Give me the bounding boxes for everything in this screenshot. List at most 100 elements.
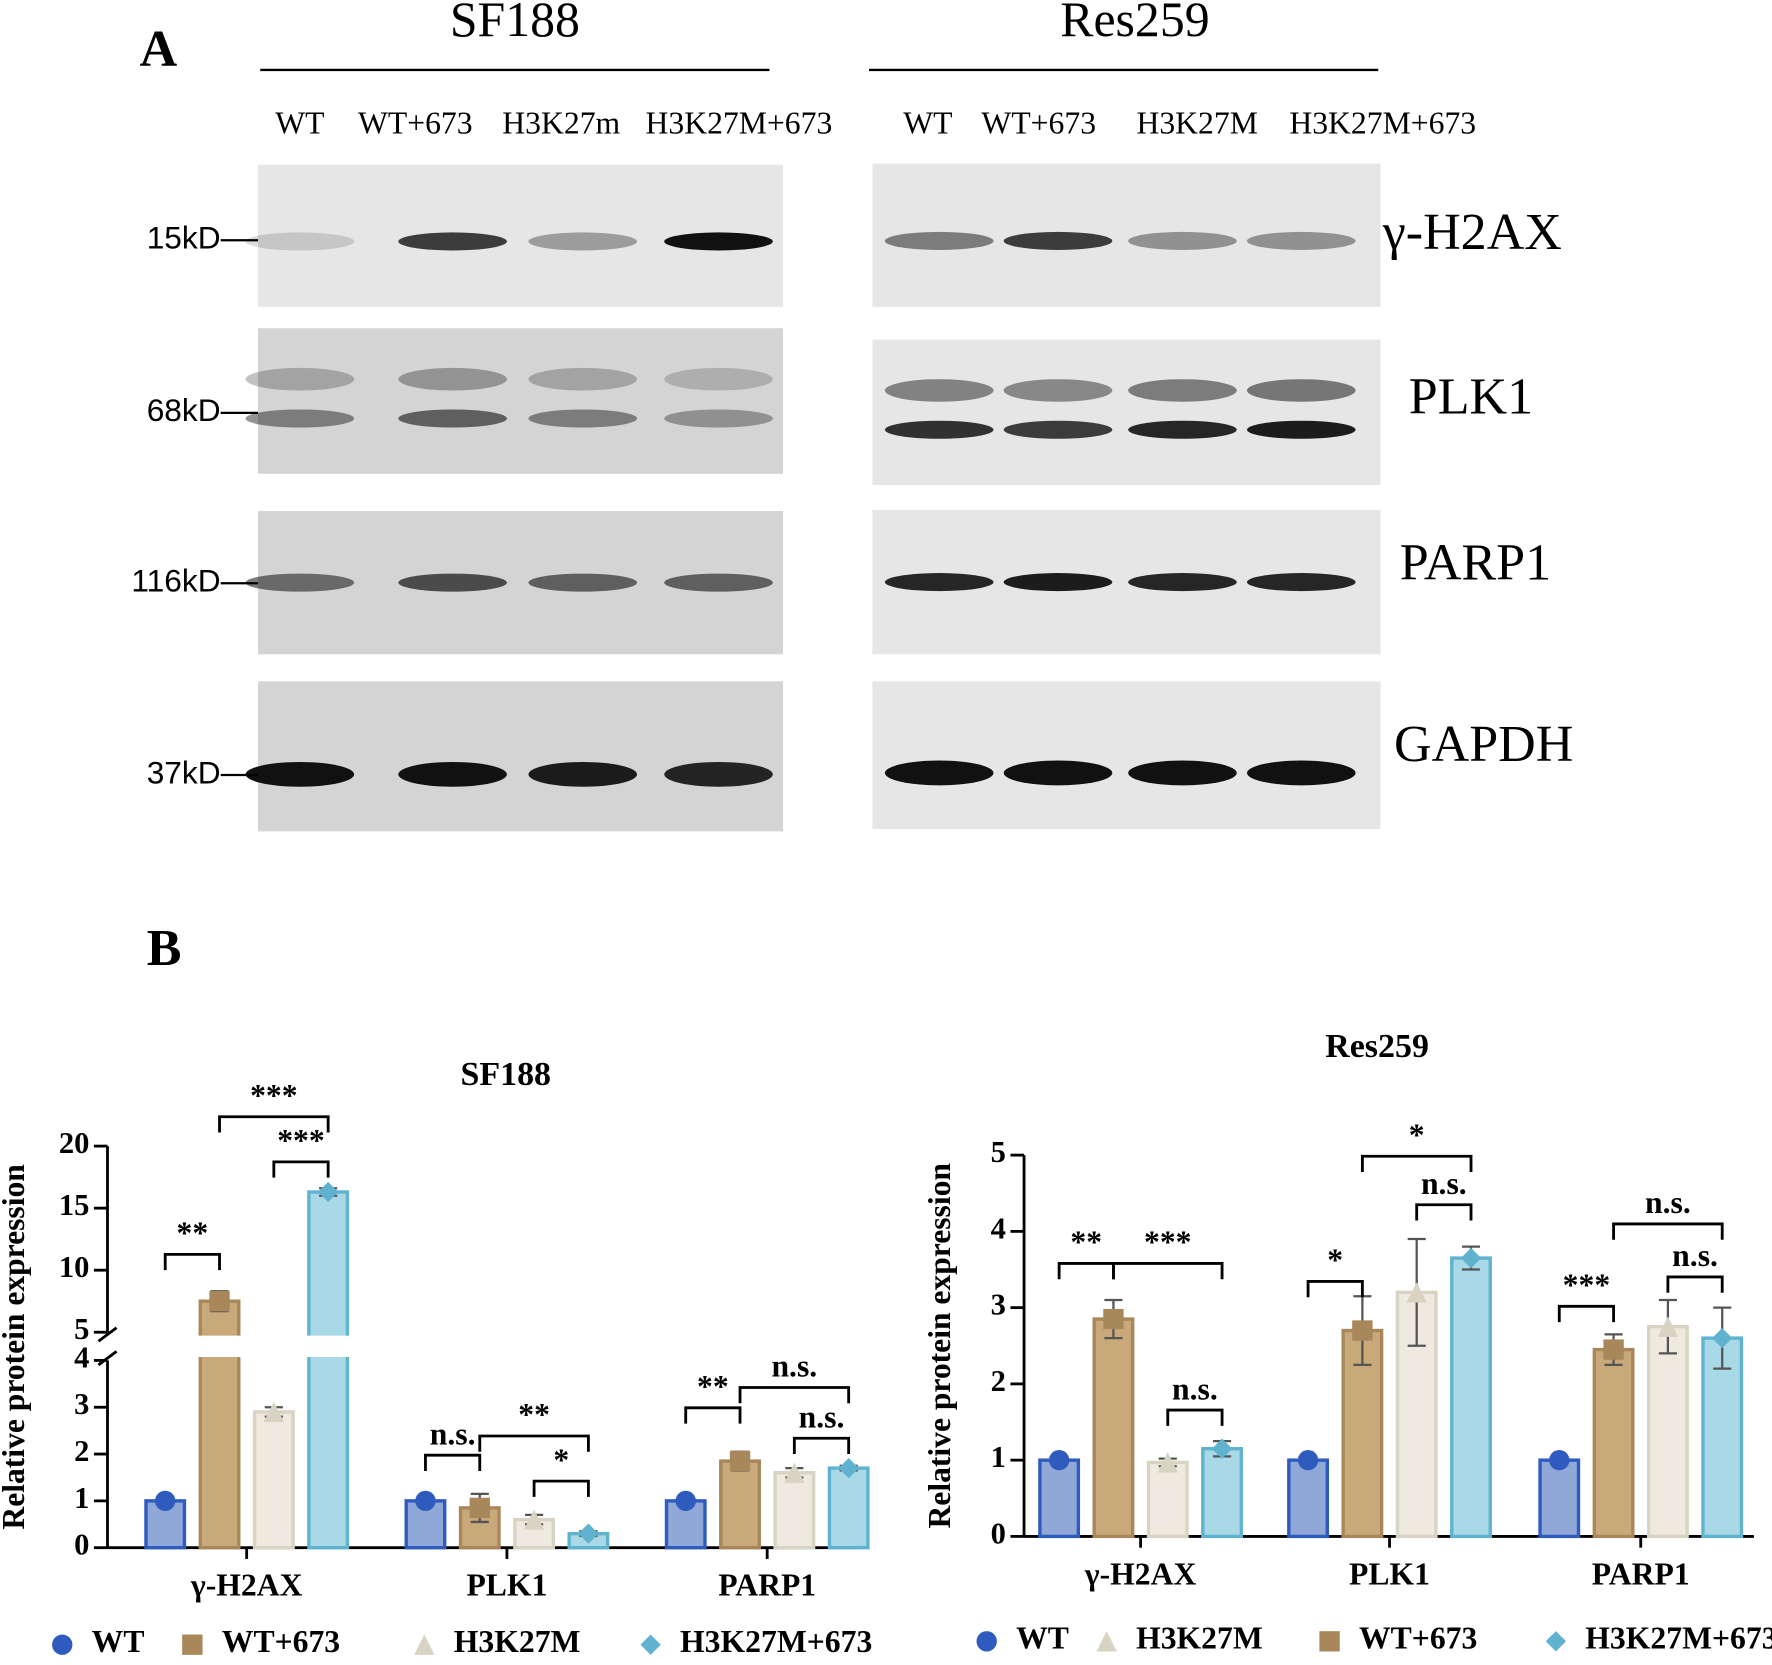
band xyxy=(398,409,507,428)
bar xyxy=(1201,1447,1244,1539)
significance-label: n.s. xyxy=(1672,1238,1718,1273)
blot xyxy=(872,681,1381,830)
legend-label: WT+673 xyxy=(1359,1621,1477,1656)
mw-label: 68kD xyxy=(147,392,221,428)
y-axis-label: Relative protein expression xyxy=(922,1163,957,1529)
x-tick-label: γ-H2AX xyxy=(1084,1556,1197,1591)
bar xyxy=(1092,1317,1135,1539)
band xyxy=(398,761,507,787)
band xyxy=(664,409,773,428)
significance-label: * xyxy=(1409,1117,1425,1152)
band xyxy=(528,409,638,428)
y-tick-label: 5 xyxy=(74,1312,89,1346)
protein-label: γ-H2AX xyxy=(1382,204,1562,261)
band xyxy=(884,760,994,786)
bracket xyxy=(478,1434,590,1452)
x-tick-label: PARP1 xyxy=(1592,1556,1690,1591)
band xyxy=(1128,379,1237,402)
marker xyxy=(1048,1449,1070,1471)
bracket xyxy=(424,1453,482,1471)
marker xyxy=(1545,1631,1567,1652)
panel-label: A xyxy=(140,21,178,78)
band xyxy=(884,573,994,592)
bracket xyxy=(1166,1408,1224,1426)
band xyxy=(884,231,994,250)
bracket xyxy=(1360,1154,1473,1173)
significance-label: *** xyxy=(277,1123,325,1158)
legend-label: H3K27M xyxy=(1136,1621,1263,1656)
bar xyxy=(1701,1336,1744,1539)
band xyxy=(1003,379,1113,402)
bar xyxy=(1146,1460,1189,1539)
legend-label: WT xyxy=(92,1624,145,1659)
lane-label: WT+673 xyxy=(358,106,473,141)
band xyxy=(528,232,638,251)
band xyxy=(245,367,355,391)
band xyxy=(1003,760,1113,786)
marker xyxy=(675,1490,696,1512)
marker xyxy=(317,1181,339,1203)
bracket xyxy=(738,1386,851,1404)
lane-label: WT xyxy=(275,106,324,141)
marker xyxy=(52,1634,73,1655)
significance-label: * xyxy=(1327,1243,1343,1278)
bracket xyxy=(163,1252,221,1271)
band xyxy=(245,573,355,592)
y-tick-label: 0 xyxy=(74,1528,89,1562)
marker xyxy=(976,1631,997,1652)
y-tick-label: 3 xyxy=(991,1288,1006,1322)
band xyxy=(528,367,638,391)
marker xyxy=(1352,1320,1373,1341)
band xyxy=(1128,420,1237,439)
blot xyxy=(872,339,1381,486)
band xyxy=(1128,573,1237,592)
marker xyxy=(1406,1282,1427,1303)
y-tick-label: 4 xyxy=(74,1340,89,1374)
x-tick-label: γ-H2AX xyxy=(190,1568,303,1603)
marker xyxy=(209,1291,230,1312)
legend-label: H3K27M+673 xyxy=(680,1624,872,1659)
bar xyxy=(719,1459,761,1550)
marker xyxy=(1096,1631,1117,1652)
marker xyxy=(263,1401,285,1423)
legend-label: WT xyxy=(1016,1621,1069,1656)
legend-label: H3K27M xyxy=(454,1624,581,1659)
marker xyxy=(1211,1438,1233,1459)
bracket xyxy=(1415,1203,1473,1221)
marker xyxy=(1460,1247,1482,1269)
marker xyxy=(784,1462,805,1483)
y-tick-label: 3 xyxy=(74,1387,89,1421)
marker xyxy=(1319,1631,1340,1652)
band xyxy=(884,379,994,402)
bar xyxy=(307,1190,350,1550)
marker xyxy=(415,1490,436,1512)
significance-label: n.s. xyxy=(799,1400,845,1435)
protein-label: PLK1 xyxy=(1409,369,1533,426)
marker xyxy=(1657,1316,1679,1337)
mw-label: 15kD xyxy=(147,220,221,256)
significance-label: *** xyxy=(1563,1268,1611,1303)
bar xyxy=(1538,1458,1581,1539)
y-tick-label: 1 xyxy=(74,1481,89,1515)
band xyxy=(1246,420,1356,439)
band xyxy=(1246,231,1356,250)
significance-label: ** xyxy=(177,1216,209,1251)
significance-label: *** xyxy=(1144,1225,1192,1260)
band xyxy=(245,761,355,787)
x-tick-label: PARP1 xyxy=(718,1568,816,1603)
band xyxy=(1003,231,1113,250)
band xyxy=(1128,760,1237,786)
significance-label: n.s. xyxy=(1172,1371,1218,1406)
band xyxy=(664,573,773,592)
marker xyxy=(1603,1339,1624,1360)
bracket xyxy=(532,1479,590,1497)
band xyxy=(664,761,773,787)
chart-title: Res259 xyxy=(1325,1028,1429,1065)
protein-label: GAPDH xyxy=(1394,716,1573,773)
marker xyxy=(1549,1449,1570,1471)
legend-label: WT+673 xyxy=(222,1624,340,1659)
significance-label: n.s. xyxy=(430,1416,476,1451)
bar xyxy=(1450,1256,1492,1539)
axis-break xyxy=(97,1326,118,1343)
